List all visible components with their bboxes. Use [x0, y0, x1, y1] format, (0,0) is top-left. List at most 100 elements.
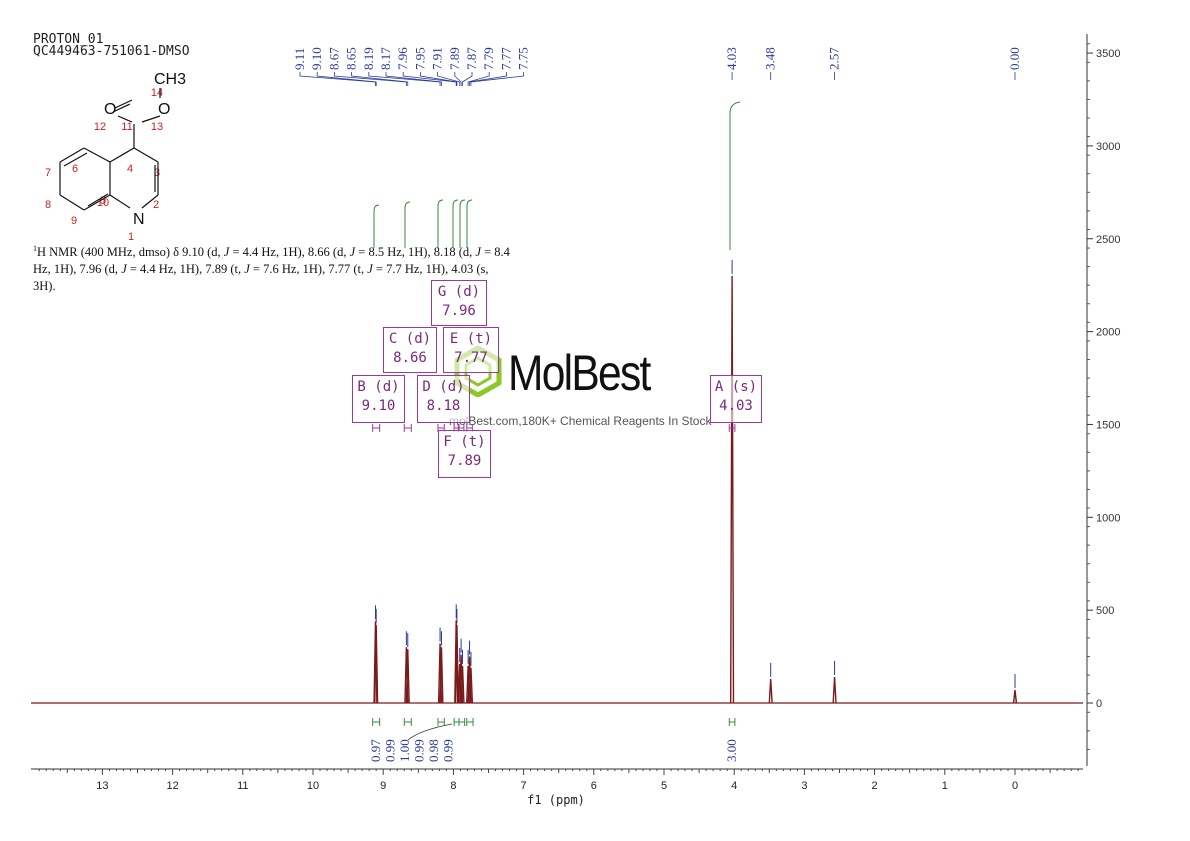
x-tick-label: 13	[96, 780, 108, 792]
description-text: Hz, 1H), 7.96 (d,	[33, 262, 122, 277]
description-text: = 4.4 Hz, 1H), 8.66 (d,	[229, 245, 350, 260]
multiplet-shift: 8.66	[393, 350, 427, 366]
multiplet-shift: 7.77	[454, 350, 488, 366]
bond	[109, 147, 135, 163]
x-tick-label: 7	[521, 780, 527, 792]
peak-label: 7.91	[430, 47, 445, 70]
description-line: Hz, 1H), 7.96 (d, J = 4.4 Hz, 1H), 7.89 …	[33, 261, 613, 278]
watermark-brand: MolBest	[508, 345, 651, 401]
x-axis: 13 12 11 10 9 8 7 6 5 4 3 2 1 0	[31, 768, 1083, 792]
multiplet-label: F (t)	[443, 434, 486, 450]
integral-value: 0.98	[426, 739, 441, 762]
peak-label: 0.00	[1007, 47, 1022, 70]
peak-label: 7.96	[395, 47, 410, 70]
spectrum-peak	[439, 647, 444, 704]
peak-label-connector	[469, 72, 507, 86]
bond	[112, 103, 131, 113]
y-tick-label: 0	[1096, 698, 1102, 710]
peak-label-connector	[351, 72, 409, 86]
integral-curve	[373, 204, 380, 248]
peak-label-connector	[437, 72, 461, 86]
multiplet-shift: 7.96	[442, 303, 476, 319]
y-tick-label: 500	[1096, 605, 1114, 617]
isotope-superscript: 1	[33, 244, 37, 253]
integral-value: 0.99	[441, 739, 456, 762]
description-text: 3H).	[33, 279, 56, 294]
bond	[114, 99, 133, 109]
integral-curve	[437, 199, 444, 248]
x-tick-label: 6	[591, 780, 597, 792]
multiplet-label: B (d)	[357, 379, 400, 395]
peak-label-connector	[299, 72, 376, 86]
peak-label: 9.11	[292, 48, 307, 70]
multiplet-label: G (d)	[437, 284, 481, 300]
methyl-label: CH3	[154, 71, 186, 88]
peak-label: 7.77	[498, 47, 513, 70]
integral-connector	[407, 723, 453, 741]
x-tick-label: 5	[661, 780, 667, 792]
x-tick-label: 11	[237, 780, 248, 792]
atom-number: 2	[153, 199, 159, 211]
x-tick-label: 0	[1012, 780, 1018, 792]
atom-number: 9	[71, 215, 77, 227]
y-tick-label: 1000	[1096, 512, 1120, 524]
peak-label-connector	[454, 72, 462, 86]
spectrum-peak	[374, 624, 379, 704]
integral-curve	[729, 101, 741, 250]
y-tick-label: 2500	[1096, 234, 1120, 246]
atom-number: 10	[97, 197, 109, 209]
multiplet-box: F (t) 7.89	[438, 430, 491, 478]
bond	[117, 115, 133, 123]
spectrum-peak	[454, 624, 460, 704]
atom-number: 8	[45, 199, 51, 211]
peak-label-connector	[334, 72, 407, 86]
bond	[141, 115, 161, 123]
peak-label-connector	[385, 72, 442, 86]
multiplet-shift: 9.10	[361, 398, 396, 414]
spectrum-trace	[31, 275, 1083, 704]
integral-curve	[459, 199, 466, 248]
peak-label: 2.57	[827, 47, 842, 70]
peak-label: 3.48	[763, 47, 778, 70]
coupling-symbol: J	[121, 262, 127, 277]
peak-label-connector	[420, 72, 458, 86]
multiplet-label: E (t)	[449, 331, 493, 347]
peak-label-connector	[470, 72, 524, 86]
spectrum-peak	[832, 676, 837, 704]
peak-label: 7.95	[412, 47, 427, 70]
description-line: 3H).	[33, 278, 613, 295]
bond	[87, 193, 109, 207]
peak-label: 8.19	[361, 47, 376, 70]
atom-number: 4	[127, 163, 133, 175]
ester-oxygen-label: O	[158, 101, 170, 118]
multiplet-box: C (d) 8.66	[383, 327, 437, 373]
y-axis: 3500 3000 2500 2000 1500 1000 500 0	[1086, 34, 1120, 766]
multiplet-box: G (d) 7.96	[431, 280, 487, 326]
atom-number: 13	[151, 121, 163, 133]
x-tick-label: 3	[801, 780, 807, 792]
x-tick-label: 2	[872, 780, 878, 792]
atom-number: 11	[121, 121, 132, 133]
y-tick-label: 1500	[1096, 419, 1120, 431]
description-line: 1H NMR (400 MHz, dmso) δ 9.10 (d, J = 4.…	[33, 240, 613, 261]
bond	[141, 194, 159, 209]
integral-curve	[404, 201, 411, 248]
spectrum-peak	[468, 667, 474, 704]
spectrum-peak	[729, 275, 735, 704]
x-tick-label: 1	[942, 780, 948, 792]
integral-value: 0.97	[368, 739, 383, 762]
coupling-symbol: J	[223, 245, 230, 260]
peak-label: 7.79	[481, 47, 496, 70]
integral-value: 3.00	[724, 739, 739, 762]
atom-number: 1	[128, 231, 134, 243]
multiplet-box: A (s) 4.03	[710, 375, 762, 423]
peak-label: 7.75	[516, 47, 531, 70]
integral-value: 0.99	[412, 739, 427, 762]
atom-number: 14	[151, 87, 163, 99]
bond	[83, 147, 111, 163]
coupling-symbol: J	[367, 262, 373, 277]
peak-label: 7.89	[447, 47, 462, 70]
x-tick-label: 4	[731, 780, 737, 792]
peak-label-group: 9.11 9.10 8.67 8.65 8.19 8.17 7.96 7.95 7.91 7.89…	[292, 47, 1022, 86]
